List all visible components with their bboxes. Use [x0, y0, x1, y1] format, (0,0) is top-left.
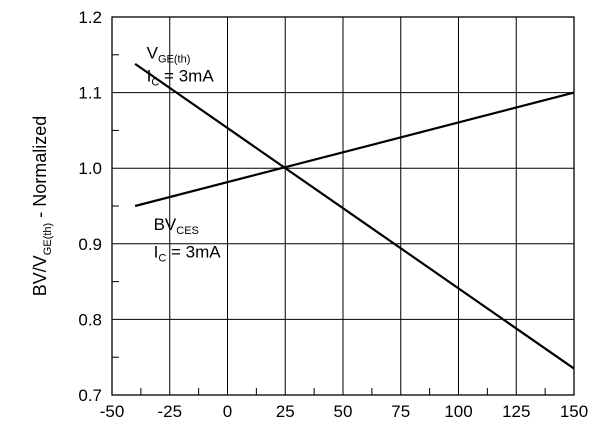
x-tick-label: -25 — [157, 402, 182, 421]
series-layer — [134, 62, 575, 370]
x-tick-label: 50 — [334, 402, 353, 421]
y-axis: 0.7 0.8 0.9 1.0 1.1 1.2 — [78, 8, 102, 405]
y-tick-label: 0.9 — [78, 235, 102, 254]
series-condition: IC = 3mA — [147, 66, 215, 88]
series-name: VGE(th) — [147, 44, 191, 66]
x-tick-label: 25 — [276, 402, 295, 421]
grid — [112, 17, 574, 395]
series-label-1: BVCES IC = 3mA — [154, 215, 222, 264]
x-tick-label: 100 — [444, 402, 472, 421]
y-tick-label: 0.8 — [78, 310, 102, 329]
y-tick-label: 0.7 — [78, 386, 102, 405]
y-tick-label: 1.1 — [78, 84, 102, 103]
x-tick-label: 150 — [560, 402, 588, 421]
series-condition: IC = 3mA — [154, 242, 222, 264]
series-name: BVCES — [154, 215, 199, 237]
x-tick-label: 125 — [502, 402, 530, 421]
series-line-1 — [134, 62, 575, 370]
series-line-0 — [134, 91, 575, 208]
x-tick-label: 0 — [223, 402, 232, 421]
y-axis-label: BV/VGE(th) - Normalized — [30, 116, 54, 296]
y-tick-label: 1.0 — [78, 159, 102, 178]
series-label-0: VGE(th)IC = 3mA — [147, 44, 215, 89]
x-tick-label: 75 — [391, 402, 410, 421]
x-axis: -50 -25 0 25 50 75 100 125 150 — [100, 402, 588, 421]
x-tick-label: -50 — [100, 402, 125, 421]
y-tick-label: 1.2 — [78, 8, 102, 27]
